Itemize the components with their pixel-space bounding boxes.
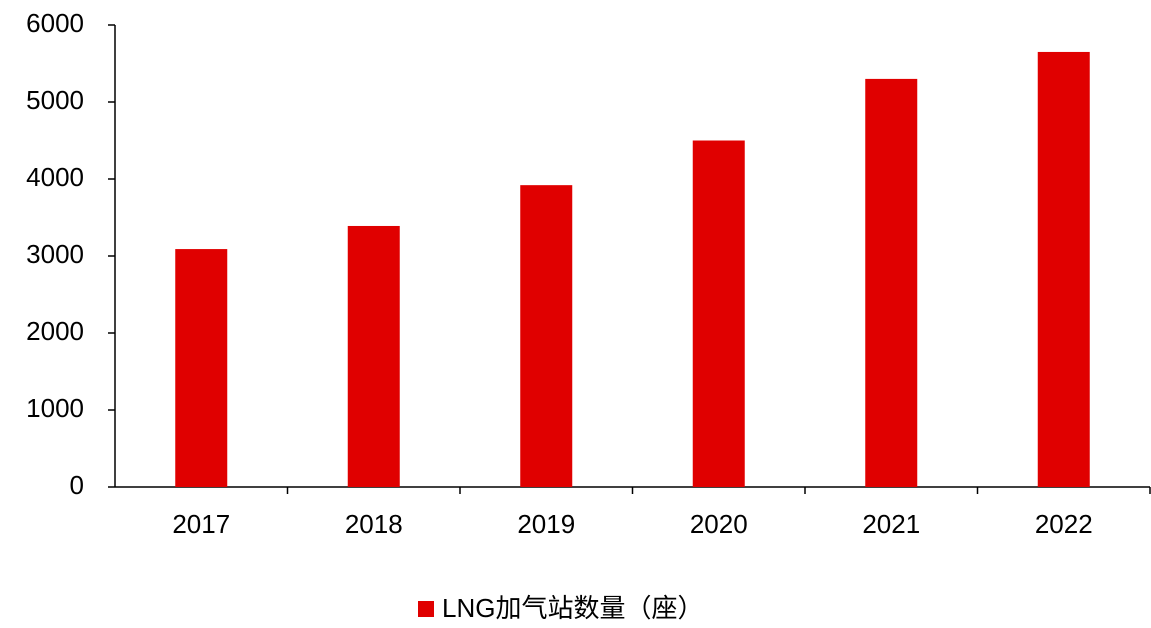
y-tick-label: 1000 <box>26 393 84 423</box>
y-tick-label: 6000 <box>26 8 84 38</box>
legend-label: LNG加气站数量（座） <box>442 593 703 623</box>
x-tick-label: 2022 <box>1035 509 1093 539</box>
x-tick-label: 2018 <box>345 509 403 539</box>
y-tick-label: 0 <box>70 470 84 500</box>
x-tick-label: 2017 <box>172 509 230 539</box>
x-tick-label: 2019 <box>517 509 575 539</box>
bar <box>347 225 400 487</box>
y-tick-label: 3000 <box>26 239 84 269</box>
bar <box>865 78 918 488</box>
legend-swatch <box>418 601 434 617</box>
y-tick-label: 2000 <box>26 316 84 346</box>
bar <box>520 185 573 487</box>
y-tick-label: 5000 <box>26 85 84 115</box>
x-tick-label: 2021 <box>862 509 920 539</box>
bar <box>1037 51 1090 487</box>
bar <box>175 249 228 487</box>
y-tick-label: 4000 <box>26 162 84 192</box>
bar <box>692 140 745 487</box>
x-tick-label: 2020 <box>690 509 748 539</box>
